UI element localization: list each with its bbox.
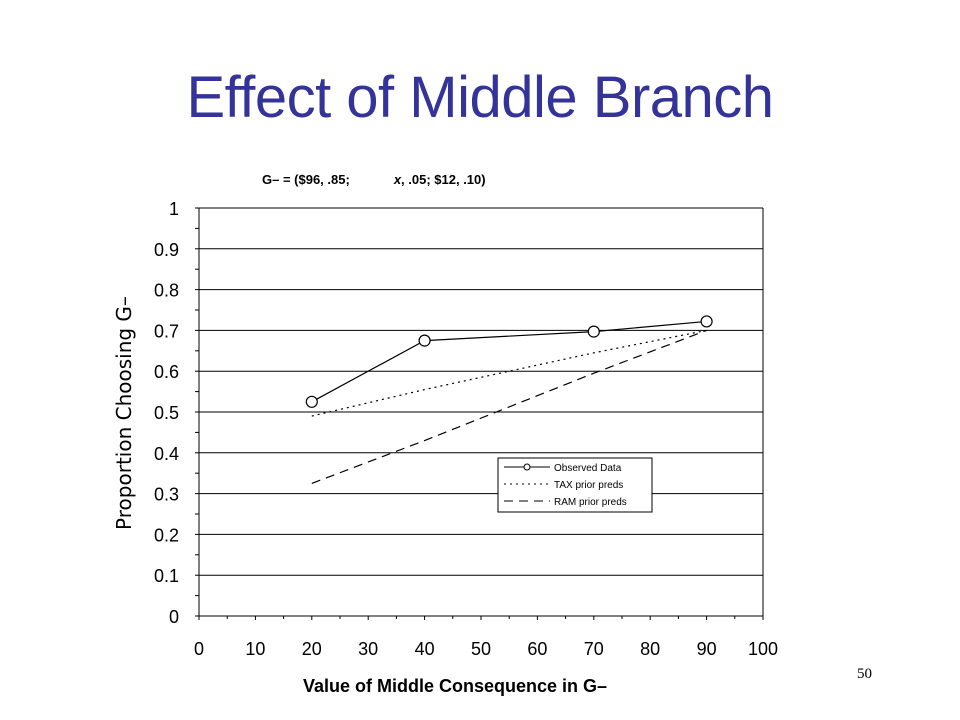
x-tick-label: 30 <box>358 639 378 659</box>
y-axis-title: Proportion Choosing G– <box>112 296 136 530</box>
x-tick-label: 100 <box>748 639 778 659</box>
axes <box>195 207 764 620</box>
x-tick-label: 40 <box>415 639 435 659</box>
y-tick-label: 0.1 <box>154 566 179 586</box>
series-line <box>311 329 707 417</box>
x-tick-label: 0 <box>194 639 204 659</box>
y-tick-label: 0.7 <box>154 321 179 341</box>
legend-label: RAM prior preds <box>554 497 627 508</box>
x-tick-label: 50 <box>471 639 491 659</box>
x-tick-label: 70 <box>584 639 604 659</box>
x-axis-title: Value of Middle Consequence in G– <box>303 676 607 696</box>
x-tick-label: 20 <box>302 639 322 659</box>
y-tick-label: 0.9 <box>154 240 179 260</box>
legend-label: Observed Data <box>554 463 622 474</box>
legend: Observed Data TAX prior preds RAM prior pr… <box>497 457 653 513</box>
y-tick-label: 0.2 <box>154 525 179 545</box>
slide-title: Effect of Middle Branch <box>186 65 774 130</box>
x-tick-label: 80 <box>640 639 660 659</box>
series <box>305 315 713 484</box>
data-point <box>700 315 713 328</box>
y-tick-label: 0 <box>169 607 179 627</box>
y-tick-label: 0.8 <box>154 281 179 301</box>
chart-subtitle-variable: x <box>393 172 402 187</box>
series-line <box>311 329 707 484</box>
x-tick-label: 90 <box>697 639 717 659</box>
slide-number: 50 <box>857 666 872 682</box>
y-tick-label: 0.4 <box>154 444 179 464</box>
chart-subtitle: G– = ($96, .85; x, .05; $12, .10) <box>262 172 486 187</box>
y-tick-label: 1 <box>169 199 179 219</box>
y-tick-label: 0.5 <box>154 403 179 423</box>
legend-label: TAX prior preds <box>554 480 623 491</box>
data-point <box>587 325 600 338</box>
chart-subtitle-part1: G– = ($96, .85; <box>262 172 350 187</box>
x-tick-label: 60 <box>527 639 547 659</box>
data-point <box>418 334 431 347</box>
legend-marker <box>523 463 531 471</box>
y-tick-label: 0.6 <box>154 362 179 382</box>
gridlines <box>199 207 763 617</box>
x-tick-label: 10 <box>245 639 265 659</box>
tick-labels: 00.10.20.30.40.50.60.70.80.910 10 20 30 40 50… <box>154 199 778 659</box>
y-tick-label: 0.3 <box>154 485 179 505</box>
series-line <box>311 320 707 403</box>
data-point <box>305 395 318 408</box>
chart-subtitle-part2: , .05; $12, .10) <box>401 172 486 187</box>
